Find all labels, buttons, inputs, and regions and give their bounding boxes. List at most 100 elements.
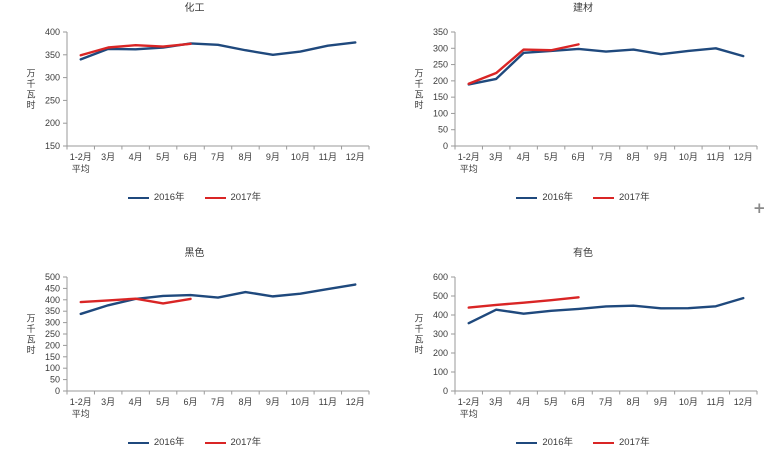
y-tick-label: 0	[443, 141, 448, 151]
x-tick-label: 1-2月	[458, 397, 480, 407]
x-tick-label: 8月	[238, 397, 252, 407]
legend-line-2017-icon	[204, 196, 226, 200]
x-tick-label: 8月	[626, 152, 640, 162]
x-tick-label: 3月	[489, 152, 503, 162]
series-line-2017年	[467, 43, 580, 85]
x-tick-label: 5月	[156, 152, 170, 162]
y-tick-label: 0	[443, 386, 448, 396]
y-tick-label: 400	[44, 295, 59, 305]
y-tick-label: 250	[433, 60, 448, 70]
legend-label-2016: 2016年	[542, 192, 573, 203]
x-tick-label: 平均	[71, 163, 89, 174]
x-tick-label: 5月	[156, 397, 170, 407]
y-axis-title-char: 万	[26, 68, 35, 78]
chart-ferrous[interactable]: 黑色 0 50 100 150 200 250 300 350 400 450 500 1-2月 平均 3…	[0, 230, 389, 462]
legend-line-2016-icon	[127, 196, 149, 200]
legend-label-2016: 2016年	[153, 437, 185, 448]
y-tick-label: 50	[49, 375, 59, 385]
y-axis-title-char: 瓦	[414, 89, 423, 99]
x-tick-label: 平均	[460, 408, 478, 419]
y-axis-title-char: 万	[414, 313, 423, 323]
x-tick-label: 3月	[101, 152, 115, 162]
y-axis-title-char: 时	[26, 99, 35, 110]
y-axis-title-char: 时	[414, 99, 423, 110]
legend-label-2017: 2017年	[619, 192, 650, 203]
series-line-2017年	[79, 42, 192, 57]
chart-building-materials[interactable]: 建材 0 50 100 150 200 250 300 350 1-2月 平均 3月 4月 5月 6月 7月…	[389, 0, 777, 230]
x-tick-label: 9月	[265, 152, 279, 162]
x-tick-label: 11月	[318, 397, 336, 407]
x-tick-label: 4月	[517, 152, 531, 162]
x-tick-label: 8月	[238, 152, 252, 162]
y-tick-label: 350	[44, 306, 59, 316]
series-line-2016年	[79, 283, 356, 316]
y-tick-label: 300	[44, 318, 59, 328]
chart-nonferrous[interactable]: 有色 0 100 200 300 400 500 600 1-2月 平均 3月 4月 5月 6月 7月 8月…	[389, 230, 777, 462]
legend-line-2016-icon	[516, 196, 538, 200]
y-tick-label: 350	[44, 50, 59, 60]
y-tick-label: 350	[433, 27, 448, 37]
x-tick-label: 平均	[71, 408, 89, 419]
y-tick-label: 600	[433, 272, 448, 282]
y-tick-label: 100	[433, 108, 448, 118]
x-tick-label: 10月	[290, 152, 309, 162]
series-line-2017年	[79, 297, 192, 305]
x-tick-label: 9月	[654, 397, 668, 407]
legend-label-2016: 2016年	[153, 192, 185, 203]
y-tick-label: 500	[44, 272, 59, 282]
legend-label-2017: 2017年	[230, 437, 262, 448]
y-tick-label: 100	[44, 363, 59, 373]
y-axis-title-char: 万	[414, 68, 423, 78]
x-tick-label: 3月	[101, 397, 115, 407]
chart-legend: 2016年 2017年	[516, 191, 650, 205]
chart-title-ferrous: 黑色	[184, 248, 205, 259]
x-tick-label: 7月	[210, 397, 224, 407]
y-tick-label: 400	[433, 310, 448, 320]
chart-chemical[interactable]: 化工 150 200 250 300 350 400 1-2月 平均 3月 4月 5月 6月 7月 8月 9…	[0, 0, 389, 230]
series-line-2016年	[79, 41, 356, 61]
y-axis-title-char: 瓦	[414, 334, 423, 344]
x-tick-label: 9月	[654, 152, 668, 162]
x-tick-label: 4月	[128, 397, 142, 407]
y-tick-label: 300	[433, 43, 448, 53]
y-tick-label: 450	[44, 283, 59, 293]
y-axis-title-char: 瓦	[26, 334, 35, 344]
chart-title-building-materials: 建材	[573, 3, 593, 14]
y-tick-label: 50	[438, 125, 448, 135]
x-tick-label: 4月	[517, 397, 531, 407]
y-tick-label: 500	[433, 291, 448, 301]
legend-line-2017-icon	[204, 441, 226, 445]
x-tick-label: 5月	[544, 397, 558, 407]
x-tick-label: 12月	[734, 152, 753, 162]
legend-label-2017: 2017年	[230, 192, 262, 203]
x-tick-label: 9月	[265, 397, 279, 407]
y-tick-label: 300	[44, 73, 59, 83]
y-axis-title-char: 千	[414, 79, 423, 89]
x-tick-label: 4月	[128, 152, 142, 162]
y-tick-label: 150	[44, 141, 59, 151]
y-tick-label: 250	[44, 95, 59, 105]
y-axis-title-char: 千	[414, 324, 423, 334]
x-tick-label: 7月	[599, 152, 613, 162]
x-tick-label: 6月	[572, 152, 586, 162]
x-tick-label: 5月	[544, 152, 558, 162]
chart-legend: 2016年 2017年	[127, 191, 262, 205]
x-tick-label: 10月	[679, 397, 698, 407]
y-axis-title-char: 万	[26, 313, 35, 323]
legend-line-2017-icon	[593, 441, 614, 445]
y-tick-label: 150	[433, 92, 448, 102]
x-tick-label: 7月	[599, 397, 613, 407]
chart-legend: 2016年 2017年	[516, 436, 650, 450]
cell-cursor-plus-icon: +	[753, 199, 766, 217]
series-line-2016年	[467, 296, 745, 325]
x-tick-label: 6月	[572, 397, 586, 407]
